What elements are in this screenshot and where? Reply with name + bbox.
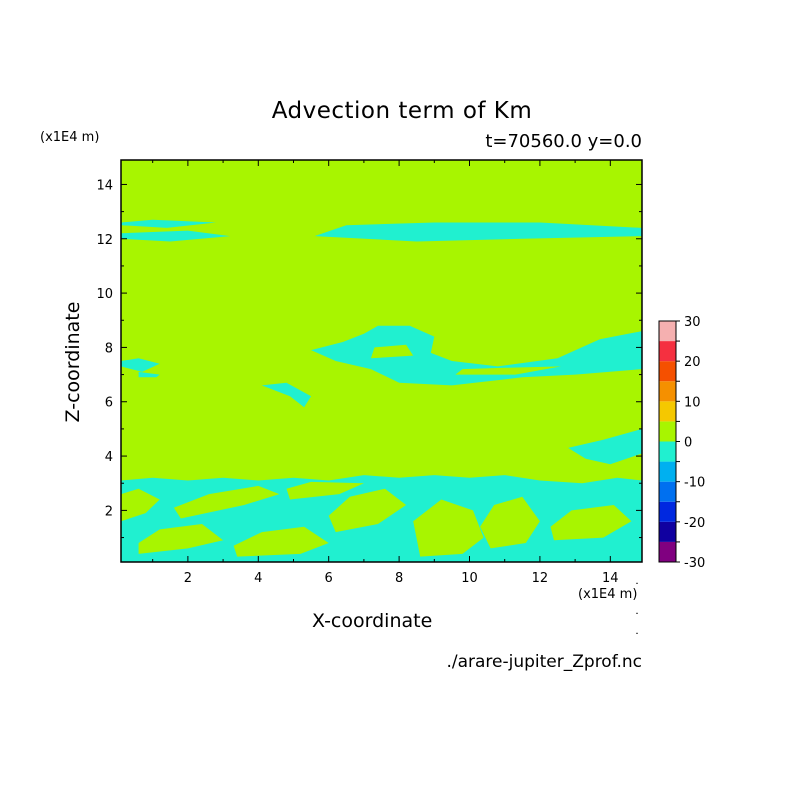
x-tick-label: 14 (602, 571, 619, 586)
y-tick-label: 8 (105, 341, 113, 356)
contour-region-bottom_patch_7 (550, 505, 632, 541)
plot-frame (120, 159, 643, 563)
contour-region-z8_center_inner (370, 344, 414, 359)
source-filename: ./arare-jupiter_Zprof.nc (446, 652, 642, 672)
colorbar-swatch (659, 481, 676, 502)
colorbar-label: 0 (684, 436, 692, 451)
y-tick-label: 6 (105, 396, 113, 411)
colorbar-label: -30 (684, 556, 705, 571)
footnote-mark: ˙ (634, 631, 640, 645)
contour-region-bottom_patch_6 (480, 496, 540, 549)
contour-region-band_z12_left_top (121, 219, 216, 228)
footnote-mark: ˙ (634, 581, 640, 595)
colorbar-swatch (659, 421, 676, 442)
contour-region-blob_z8_left (121, 358, 160, 372)
contour-region-band_z12_left (121, 230, 231, 242)
x-tick-label: 4 (254, 571, 262, 586)
y-tick-label: 10 (96, 287, 113, 302)
contour-region-bottom_patch_9 (121, 488, 160, 522)
contour-region-bottom_patch_3 (233, 526, 329, 557)
y-tick-label: 2 (105, 504, 113, 519)
x-tick-label: 12 (532, 571, 549, 586)
y-tick-label: 14 (96, 178, 113, 193)
colorbar-swatch (659, 461, 676, 482)
colorbar-swatch (659, 321, 676, 342)
y-tick-label: 12 (96, 233, 113, 248)
x-axis-label: X-coordinate (312, 610, 433, 632)
contour-region-z7_inner (455, 366, 561, 375)
colorbar-label: -20 (684, 516, 705, 531)
contour-region-bottom_patch_2 (173, 485, 280, 519)
colorbar-swatch (659, 361, 676, 382)
chart-subtitle: t=70560.0 y=0.0 (485, 131, 642, 152)
colorbar-swatch (659, 541, 676, 562)
x-axis-scale-label: (x1E4 m) (578, 587, 638, 602)
colorbar-swatch (659, 341, 676, 362)
colorbar-label: -10 (684, 476, 705, 491)
contour-region-bottom_patch_5 (413, 499, 484, 557)
contour-region-band_z12_right (314, 222, 642, 242)
contour-region-bottom_patch_4 (328, 488, 407, 533)
colorbar-label: 20 (684, 355, 701, 370)
colorbar-swatch (659, 501, 676, 522)
colorbar-swatch (659, 401, 676, 422)
contour-region-blob_z4_right (568, 428, 642, 465)
y-axis-scale-label: (x1E4 m) (40, 130, 100, 145)
y-tick-label: 4 (105, 450, 113, 465)
colorbar-swatch (659, 381, 676, 402)
contour-region-bottom_patch_1 (138, 524, 224, 554)
colorbar-label: 30 (684, 315, 701, 330)
contour-region-blob_z8_center (311, 325, 642, 386)
x-tick-label: 6 (325, 571, 333, 586)
x-tick-label: 2 (184, 571, 192, 586)
colorbar-swatch (659, 441, 676, 462)
chart-title: Advection term of Km (271, 98, 533, 124)
x-tick-label: 8 (395, 571, 403, 586)
contour-region-blob_z7_small (138, 371, 160, 378)
colorbar-label: 10 (684, 395, 701, 410)
footnote-mark: ˙ (634, 611, 640, 625)
contour-region-bottom_patch_8 (286, 481, 364, 500)
colorbar-swatch (659, 521, 676, 542)
contour-region-blob_z6_x5 (261, 382, 312, 408)
x-tick-label: 10 (461, 571, 478, 586)
